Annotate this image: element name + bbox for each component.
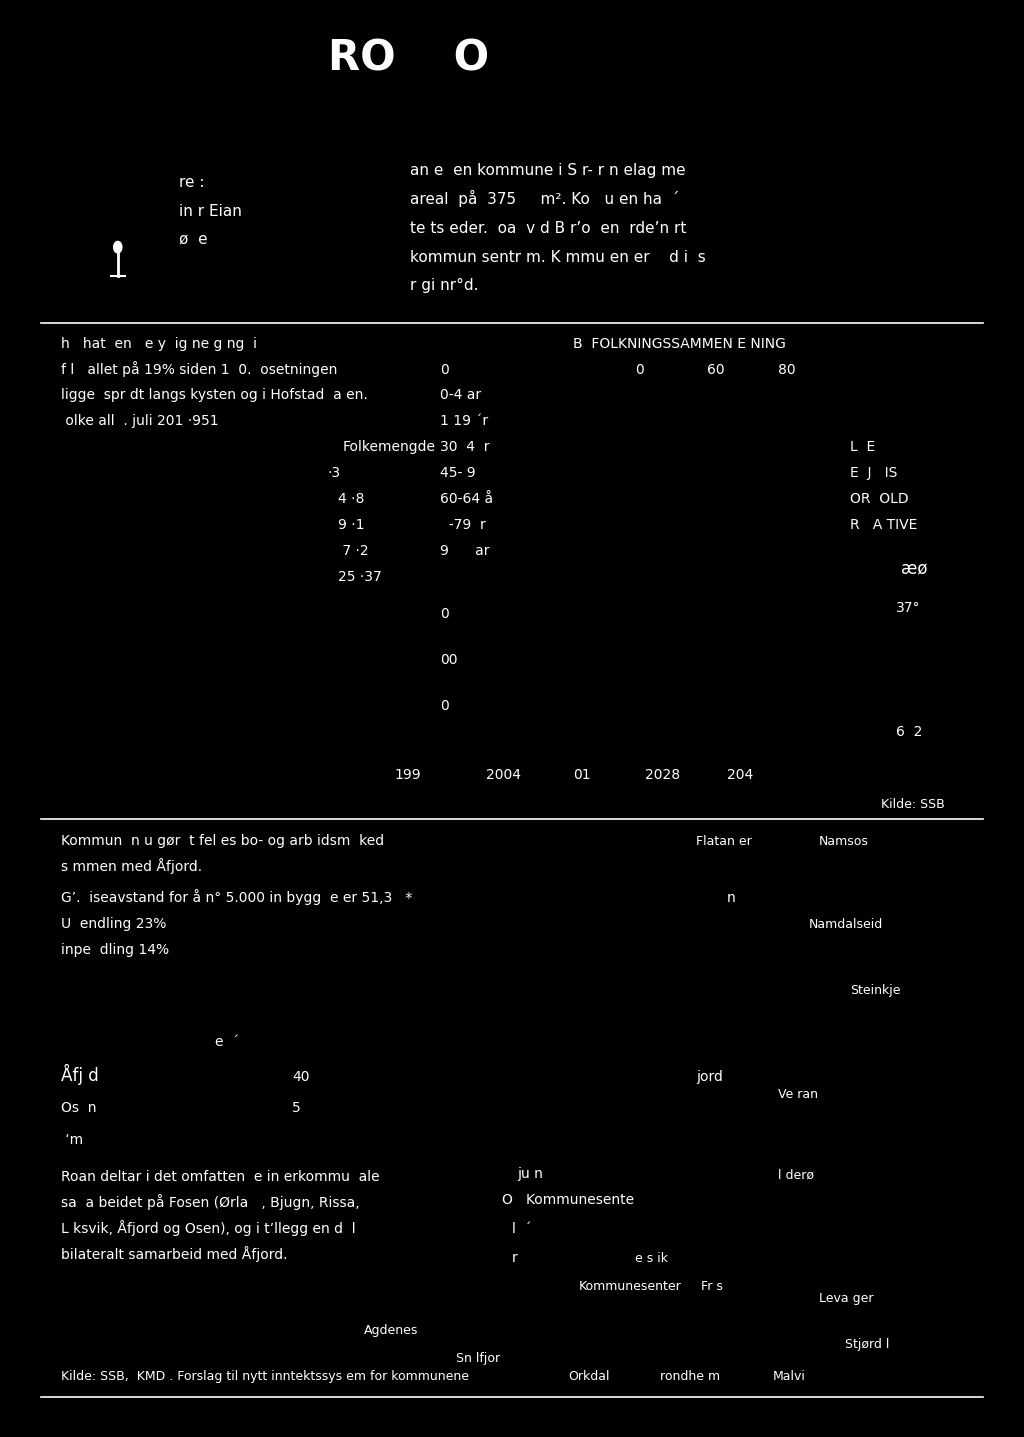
Text: Leva ger: Leva ger [819, 1292, 873, 1305]
Text: Åfj d: Åfj d [61, 1063, 99, 1085]
Text: kommun sentr m. K mmu en er    d i  s: kommun sentr m. K mmu en er d i s [410, 250, 706, 264]
Text: OR  OLD: OR OLD [850, 491, 908, 506]
Text: 0: 0 [440, 362, 450, 376]
Text: Orkdal: Orkdal [568, 1369, 610, 1382]
Text: 1 19 ´r: 1 19 ´r [440, 414, 488, 428]
Text: Malvi: Malvi [773, 1369, 806, 1382]
Text: 6  2: 6 2 [896, 724, 923, 739]
Text: Namsos: Namsos [819, 835, 869, 848]
Text: in r Eian: in r Eian [179, 204, 242, 218]
Text: 0: 0 [440, 698, 450, 713]
Text: 60-64 å: 60-64 å [440, 491, 494, 506]
Text: Ve ran: Ve ran [778, 1088, 818, 1101]
Text: jord: jord [696, 1069, 723, 1083]
Text: Namdalseid: Namdalseid [809, 918, 884, 931]
Text: inpe  dling 14%: inpe dling 14% [61, 943, 170, 957]
Text: E  J   IS: E J IS [850, 466, 897, 480]
Text: ju n: ju n [517, 1167, 543, 1181]
Text: re :: re : [179, 175, 205, 190]
Text: Os  n: Os n [61, 1101, 97, 1115]
Text: Stjørd l: Stjørd l [845, 1338, 889, 1351]
Text: olke all  . juli 201 ·951: olke all . juli 201 ·951 [61, 414, 219, 428]
Text: 0: 0 [440, 606, 450, 621]
Text: 80: 80 [778, 362, 796, 376]
Text: ligge  spr dt langs kysten og i Hofstad  a en.: ligge spr dt langs kysten og i Hofstad a… [61, 388, 369, 402]
Text: r: r [512, 1250, 518, 1265]
Text: Kilde: SSB,  KMD . Forslag til nytt inntektssys em for kommunene: Kilde: SSB, KMD . Forslag til nytt innte… [61, 1369, 469, 1382]
Text: ø  e: ø e [179, 233, 208, 247]
Text: 0-4 ar: 0-4 ar [440, 388, 481, 402]
Text: 40: 40 [292, 1069, 309, 1083]
Text: 9      ar: 9 ar [440, 543, 489, 558]
Text: O   Kommunesente: O Kommunesente [502, 1193, 634, 1207]
Text: Sn lfjor: Sn lfjor [456, 1352, 500, 1365]
Text: Agdenes: Agdenes [364, 1323, 418, 1336]
Text: 199: 199 [394, 767, 421, 782]
Text: B  FOLKNINGSSAMMEN E NING: B FOLKNINGSSAMMEN E NING [573, 336, 786, 351]
Text: bilateralt samarbeid med Åfjord.: bilateralt samarbeid med Åfjord. [61, 1246, 288, 1262]
Text: te ts eder.  oa  v d B r’o  en  rde’n rt: te ts eder. oa v d B r’o en rde’n rt [410, 221, 686, 236]
Text: s mmen med Åfjord.: s mmen med Åfjord. [61, 858, 203, 874]
Text: 60: 60 [707, 362, 724, 376]
Text: l derø: l derø [778, 1168, 814, 1181]
Text: RO    O: RO O [328, 37, 488, 79]
Text: 2028: 2028 [645, 767, 680, 782]
Text: 7 ·2: 7 ·2 [338, 543, 369, 558]
Text: f l   allet på 19% siden 1  0.  osetningen: f l allet på 19% siden 1 0. osetningen [61, 361, 338, 376]
Text: e  ´: e ´ [215, 1035, 240, 1049]
Text: Kilde: SSB: Kilde: SSB [881, 798, 944, 810]
Text: 4 ·8: 4 ·8 [338, 491, 365, 506]
Text: 30  4  r: 30 4 r [440, 440, 489, 454]
Text: ‘m: ‘m [61, 1132, 84, 1147]
Text: h   hat  en   e y  ig ne g ng  i: h hat en e y ig ne g ng i [61, 336, 257, 351]
Text: Fr s: Fr s [701, 1280, 723, 1293]
Text: Kommunesenter: Kommunesenter [579, 1280, 681, 1293]
Text: æø: æø [901, 560, 928, 579]
Text: 9 ·1: 9 ·1 [338, 517, 365, 532]
Text: 204: 204 [727, 767, 754, 782]
Text: 01: 01 [573, 767, 591, 782]
Text: L  E: L E [850, 440, 876, 454]
Text: l  ´: l ´ [512, 1221, 531, 1236]
Text: -79  r: -79 r [440, 517, 486, 532]
Text: Steinkje: Steinkje [850, 984, 900, 997]
Text: areal  på  375     m². Ko   u en ha  ´: areal på 375 m². Ko u en ha ´ [410, 190, 679, 207]
Text: 25 ·37: 25 ·37 [338, 569, 382, 583]
Text: Flatan er: Flatan er [696, 835, 752, 848]
Text: e s ik: e s ik [635, 1252, 668, 1265]
Text: an e  en kommune i S r- r n elag me: an e en kommune i S r- r n elag me [410, 164, 685, 178]
Text: Kommun  n u gør  t fel es bo- og arb idsm  ked: Kommun n u gør t fel es bo- og arb idsm … [61, 833, 385, 848]
Text: 0: 0 [635, 362, 644, 376]
Text: L ksvik, Åfjord og Osen), og i t’llegg en d  l: L ksvik, Åfjord og Osen), og i t’llegg e… [61, 1220, 356, 1236]
Text: 37°: 37° [896, 601, 921, 615]
Text: 45- 9: 45- 9 [440, 466, 476, 480]
Text: ·3: ·3 [328, 466, 341, 480]
Text: U  endling 23%: U endling 23% [61, 917, 167, 931]
Text: 00: 00 [440, 652, 458, 667]
Text: sa  a beidet på Fosen (Ørla   , Bjugn, Rissa,: sa a beidet på Fosen (Ørla , Bjugn, Riss… [61, 1194, 360, 1210]
Text: rondhe m: rondhe m [660, 1369, 721, 1382]
Circle shape [114, 241, 122, 253]
Text: R   A TIVE: R A TIVE [850, 517, 918, 532]
Text: 5: 5 [292, 1101, 301, 1115]
Text: n: n [727, 891, 736, 905]
Text: r gi nr°d.: r gi nr°d. [410, 279, 478, 293]
Text: Folkemengde: Folkemengde [343, 440, 436, 454]
Text: G’.  iseavstand for å n° 5.000 in bygg  e er 51,3   *: G’. iseavstand for å n° 5.000 in bygg e … [61, 890, 413, 905]
Text: 2004: 2004 [486, 767, 521, 782]
Text: Roan deltar i det omfatten  e in erkommu  ale: Roan deltar i det omfatten e in erkommu … [61, 1170, 380, 1184]
